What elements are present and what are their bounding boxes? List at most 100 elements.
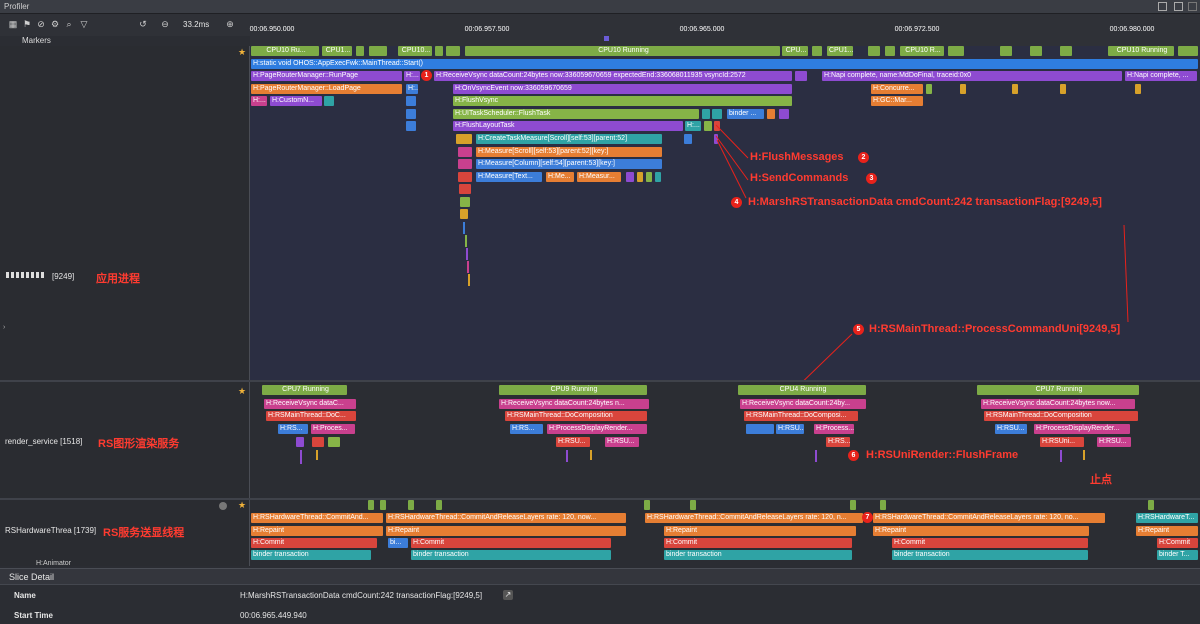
trace-slice[interactable]: H:RSU... [556,437,590,447]
trace-slice[interactable]: H:FlushLayoutTask [453,121,683,131]
trace-slice[interactable]: H:RSU... [776,424,804,434]
trace-slice[interactable] [316,450,318,460]
trace-slice[interactable]: H:RSMainThread::DoComposition [505,411,647,421]
trace-slice[interactable] [960,84,966,94]
trace-slice[interactable]: H:RSHardwareThread::CommitAndReleaseLaye… [386,513,626,523]
trace-slice[interactable]: H:Repaint [873,526,1089,536]
trace-slice[interactable] [406,121,416,131]
trace-slice[interactable]: H:Repaint [664,526,856,536]
rs-hardware-header[interactable]: RSHardwareThrea [1739] RS服务送显线程 H:Animat… [0,500,250,567]
trace-slice[interactable]: H:... [685,121,701,131]
trace-slice[interactable]: H:ReceiveVsync dataCount:24by... [740,399,866,409]
trace-slice[interactable]: H:OnVsyncEvent now:336059670659 [453,84,792,94]
grid-icon[interactable]: ▦ [8,19,18,29]
trace-slice[interactable]: H:RSU... [605,437,639,447]
block-icon[interactable]: ⊘ [37,19,45,29]
block-icon[interactable] [219,502,227,510]
cpu-slice[interactable] [850,500,856,510]
cpu-slice[interactable] [644,500,650,510]
trace-slice[interactable] [312,437,324,447]
trace-slice[interactable]: H:Process... [814,424,854,434]
trace-slice[interactable]: binder ... [727,109,764,119]
trace-slice[interactable]: H:Measur... [577,172,621,182]
trace-slice[interactable]: H:RS... [826,437,850,447]
trace-slice[interactable] [1012,84,1018,94]
trace-slice[interactable]: H:GC::Mar... [871,96,923,106]
trace-slice[interactable] [465,235,467,247]
cpu-slice[interactable] [436,500,442,510]
trace-slice[interactable]: H:Proces... [311,424,355,434]
trace-slice[interactable]: H:RSHardwareThread::CommitAndReleaseLaye… [645,513,863,523]
trace-slice[interactable] [746,424,774,434]
trace-slice[interactable] [324,96,334,106]
trace-slice[interactable]: H:Commit [411,538,611,548]
trace-slice[interactable] [815,450,817,462]
cpu-slice[interactable]: CPU1... [322,46,352,56]
trace-slice[interactable] [795,71,807,81]
trace-slice[interactable]: H:Repaint [386,526,626,536]
selection-marker[interactable] [604,36,609,41]
trace-slice[interactable]: H:RSMainThread::DoComposi... [744,411,858,421]
cpu-slice[interactable]: CPU7 Running [977,385,1139,395]
trace-slice[interactable] [460,209,468,219]
trace-slice[interactable]: H:ReceiveVsync dataCount:24bytes n... [499,399,649,409]
trace-slice[interactable] [566,450,568,462]
trace-slice[interactable] [296,437,304,447]
trace-slice[interactable] [458,159,472,169]
close-icon[interactable] [1188,2,1197,11]
filter-icon[interactable]: ▽ [80,19,88,29]
cpu-slice[interactable] [368,500,374,510]
trace-slice[interactable]: H:RS... [278,424,308,434]
trace-slice[interactable] [468,274,470,286]
trace-slice[interactable]: H:RSHardwareT... [1136,513,1198,523]
trace-slice[interactable] [466,248,468,260]
cpu-slice[interactable] [812,46,822,56]
trace-slice[interactable]: H:Concurre... [871,84,923,94]
trace-slice[interactable]: H:RSUni... [1040,437,1084,447]
cpu-slice[interactable] [1000,46,1012,56]
trace-slice[interactable] [459,184,471,194]
trace-slice[interactable] [926,84,932,94]
trace-slice[interactable]: H:... [251,96,267,106]
cpu-slice[interactable]: CPU10 Ru... [251,46,319,56]
trace-slice[interactable] [684,134,692,144]
cpu-slice[interactable]: CPU7 Running [262,385,347,395]
trace-slice[interactable] [1135,84,1141,94]
trace-slice[interactable] [655,172,661,182]
cpu-slice[interactable]: CPU1... [827,46,853,56]
restore-icon[interactable] [1158,2,1167,11]
cpu-slice[interactable] [1030,46,1042,56]
trace-slice[interactable] [1083,450,1085,460]
trace-slice[interactable] [406,109,416,119]
trace-slice[interactable] [646,172,652,182]
trace-slice[interactable]: H:RSMainThread::DoC... [266,411,356,421]
trace-slice[interactable] [458,172,472,182]
trace-slice[interactable]: H:CreateTaskMeasure[Scroll][self:53][par… [476,134,662,144]
trace-slice[interactable] [300,450,302,464]
trace-slice[interactable] [456,134,472,144]
star-icon[interactable]: ★ [238,500,247,510]
cpu-slice[interactable]: CPU10 R... [900,46,944,56]
trace-slice[interactable]: H:... [406,84,418,94]
star-icon[interactable]: ★ [238,47,247,57]
trace-slice[interactable]: binder transaction [664,550,852,560]
cpu-slice[interactable]: CPU... [782,46,808,56]
trace-slice[interactable]: H:ReceiveVsync dataC... [264,399,356,409]
cpu-slice[interactable] [408,500,414,510]
cpu-slice[interactable] [1178,46,1198,56]
cpu-slice[interactable] [690,500,696,510]
trace-slice[interactable]: H:Commit [251,538,377,548]
trace-slice[interactable]: binder T... [1157,550,1198,560]
cpu-slice[interactable]: CPU10... [398,46,432,56]
trace-slice[interactable] [1060,450,1062,462]
trace-slice[interactable]: H:Commit [664,538,852,548]
trace-slice[interactable]: binder transaction [411,550,611,560]
minimize-icon[interactable] [1174,2,1183,11]
trace-slice[interactable]: H:Measure[Column][self:54][parent:53][ke… [476,159,662,169]
cpu-slice[interactable] [1148,500,1154,510]
trace-slice[interactable] [712,109,722,119]
trace-slice[interactable]: H:ProcessDisplayRender... [1034,424,1130,434]
trace-slice[interactable]: H:FlushVsync [453,96,792,106]
cpu-slice[interactable] [369,46,387,56]
main-thread-slice[interactable]: H:static void OHOS::AppExecFwk::MainThre… [251,59,1198,69]
